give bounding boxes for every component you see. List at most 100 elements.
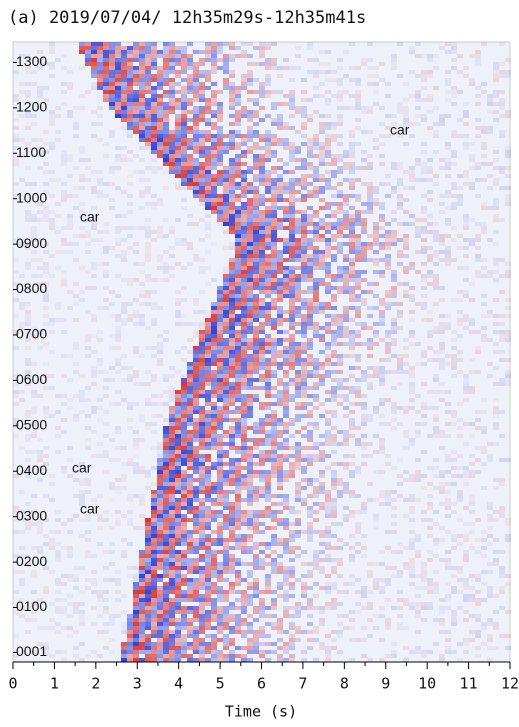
wave-cell: [229, 430, 235, 434]
wave-cell: [463, 390, 469, 394]
wave-cell: [259, 550, 265, 554]
wave-cell: [307, 290, 313, 294]
wave-cell: [493, 202, 499, 206]
wave-cell: [451, 510, 457, 514]
wave-cell: [271, 106, 277, 110]
wave-cell: [313, 174, 319, 178]
wave-cell: [355, 494, 361, 498]
wave-cell: [475, 574, 481, 578]
wave-cell: [439, 46, 445, 50]
wave-cell: [427, 190, 433, 194]
wave-cell: [133, 118, 139, 122]
wave-cell: [241, 106, 247, 110]
wave-cell: [13, 270, 19, 274]
wave-cell: [289, 254, 295, 258]
wave-cell: [163, 90, 169, 94]
wave-cell: [331, 386, 337, 390]
wave-cell: [247, 214, 253, 218]
wave-cell: [493, 322, 499, 326]
wave-cell: [229, 258, 235, 262]
wave-cell: [457, 310, 463, 314]
wave-cell: [235, 234, 241, 238]
wave-cell: [193, 90, 199, 94]
wave-cell: [427, 330, 433, 334]
wave-cell: [385, 294, 391, 298]
wave-cell: [499, 570, 505, 574]
wave-cell: [49, 194, 55, 198]
wave-cell: [139, 498, 145, 502]
wave-cell: [199, 178, 205, 182]
wave-cell: [79, 490, 85, 494]
wave-cell: [211, 430, 217, 434]
wave-cell: [505, 298, 511, 302]
wave-cell: [175, 126, 181, 130]
wave-cell: [265, 338, 271, 342]
wave-cell: [97, 454, 103, 458]
wave-cell: [295, 342, 301, 346]
wave-cell: [475, 258, 481, 262]
wave-cell: [403, 498, 409, 502]
wave-cell: [223, 322, 229, 326]
wave-cell: [331, 350, 337, 354]
wave-cell: [241, 458, 247, 462]
wave-cell: [247, 502, 253, 506]
wave-cell: [259, 242, 265, 246]
wave-cell: [61, 466, 67, 470]
wave-cell: [127, 246, 133, 250]
wave-cell: [319, 82, 325, 86]
wave-cell: [319, 482, 325, 486]
wave-cell: [313, 442, 319, 446]
wave-cell: [439, 366, 445, 370]
wave-cell: [427, 94, 433, 98]
wave-cell: [427, 434, 433, 438]
wave-cell: [343, 454, 349, 458]
wave-cell: [265, 366, 271, 370]
wave-cell: [223, 514, 229, 518]
wave-cell: [151, 482, 157, 486]
wave-cell: [445, 166, 451, 170]
wave-cell: [229, 474, 235, 478]
wave-cell: [253, 318, 259, 322]
wave-cell: [283, 430, 289, 434]
wave-cell: [247, 206, 253, 210]
wave-cell: [175, 242, 181, 246]
wave-cell: [217, 350, 223, 354]
wave-cell: [241, 82, 247, 86]
wave-cell: [181, 62, 187, 66]
wave-cell: [187, 146, 193, 150]
wave-cell: [175, 470, 181, 474]
wave-cell: [367, 202, 373, 206]
wave-cell: [385, 398, 391, 402]
wave-cell: [133, 114, 139, 118]
wave-cell: [145, 146, 151, 150]
wave-cell: [331, 462, 337, 466]
wave-cell: [445, 326, 451, 330]
wave-cell: [337, 154, 343, 158]
wave-cell: [469, 154, 475, 158]
wave-cell: [145, 346, 151, 350]
wave-cell: [133, 58, 139, 62]
wave-cell: [295, 518, 301, 522]
wave-cell: [259, 314, 265, 318]
wave-cell: [49, 114, 55, 118]
wave-cell: [475, 274, 481, 278]
wave-cell: [265, 42, 271, 46]
wave-cell: [301, 290, 307, 294]
wave-cell: [145, 142, 151, 146]
wave-cell: [205, 346, 211, 350]
wave-cell: [235, 406, 241, 410]
wave-cell: [385, 114, 391, 118]
wave-cell: [91, 190, 97, 194]
wave-cell: [103, 94, 109, 98]
wave-cell: [73, 302, 79, 306]
wave-cell: [31, 394, 37, 398]
wave-cell: [505, 202, 511, 206]
wave-cell: [349, 226, 355, 230]
wave-cell: [127, 302, 133, 306]
wave-cell: [79, 374, 85, 378]
wave-cell: [61, 150, 67, 154]
wave-cell: [61, 226, 67, 230]
wave-cell: [361, 510, 367, 514]
wave-cell: [157, 494, 163, 498]
wave-cell: [217, 510, 223, 514]
